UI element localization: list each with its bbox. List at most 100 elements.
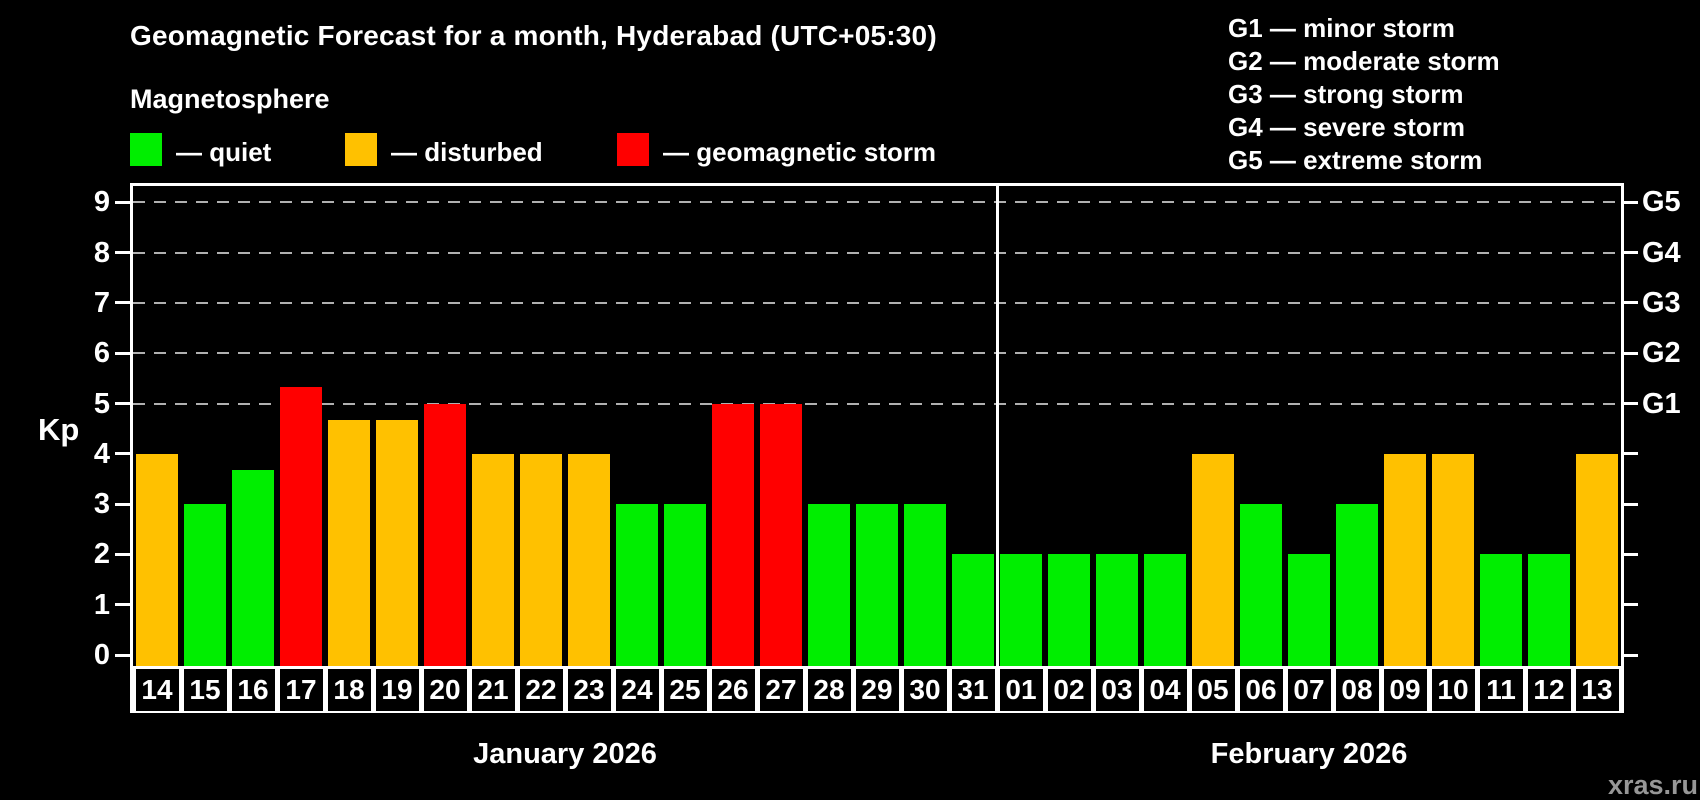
kp-bar-day-19	[376, 420, 418, 666]
day-label-20: 20	[423, 668, 467, 711]
y-tick-label-5: 5	[93, 387, 110, 420]
kp-bar-day-17	[280, 386, 322, 666]
day-label-22: 22	[519, 668, 563, 711]
y-tick-label-0: 0	[93, 639, 110, 671]
day-label-11: 11	[1479, 668, 1523, 711]
left-tick-kp2	[115, 552, 130, 556]
kp-bar-day-22	[520, 453, 562, 666]
y-tick-label-7: 7	[93, 286, 110, 319]
kp-axis-title: Kp	[38, 412, 80, 447]
g-scale-line-g5: G5 — extreme storm	[1228, 145, 1483, 175]
day-label-01: 01	[999, 668, 1043, 711]
kp-bar-day-08	[1336, 504, 1378, 666]
kp-bar-day-31	[952, 554, 994, 666]
day-label-18: 18	[327, 668, 371, 711]
kp-bar-day-03	[1096, 554, 1138, 666]
day-label-21: 21	[471, 668, 515, 711]
plot-area	[130, 183, 1624, 666]
kp-bar-day-10	[1432, 453, 1474, 666]
day-label-12: 12	[1527, 668, 1571, 711]
right-tick-kp1	[1624, 603, 1638, 607]
g-tick-label-g4: G4	[1642, 236, 1681, 269]
kp-bar-day-29	[856, 504, 898, 666]
day-label-16: 16	[231, 668, 275, 711]
day-label-04: 04	[1143, 668, 1187, 711]
left-tick-kp4	[115, 452, 130, 456]
legend-swatch-storm	[617, 133, 649, 166]
day-label-17: 17	[279, 668, 323, 711]
g-scale-line-g2: G2 — moderate storm	[1228, 46, 1500, 76]
g-tick-label-g3: G3	[1642, 286, 1681, 319]
gridline-kp9	[133, 201, 1621, 204]
kp-bar-day-27	[760, 403, 802, 666]
kp-bar-day-18	[328, 420, 370, 666]
day-label-07: 07	[1287, 668, 1331, 711]
page-title: Geomagnetic Forecast for a month, Hydera…	[130, 20, 937, 51]
day-label-10: 10	[1431, 668, 1475, 711]
day-label-06: 06	[1239, 668, 1283, 711]
day-label-14: 14	[135, 668, 179, 711]
day-label-26: 26	[711, 668, 755, 711]
day-label-09: 09	[1383, 668, 1427, 711]
kp-bar-day-02	[1048, 554, 1090, 666]
day-label-15: 15	[183, 668, 227, 711]
left-tick-kp6	[115, 351, 130, 355]
legend-label-storm: — geomagnetic storm	[663, 137, 937, 167]
left-tick-kp3	[115, 502, 130, 506]
kp-bar-day-15	[184, 504, 226, 666]
right-tick-kp4	[1624, 452, 1638, 456]
g-scale-line-g1: G1 — minor storm	[1228, 13, 1455, 43]
right-tick-kp0	[1624, 653, 1638, 657]
month-divider	[996, 186, 999, 666]
kp-bar-day-26	[712, 403, 754, 666]
watermark: xras.ru	[1607, 770, 1698, 800]
kp-bar-day-11	[1480, 554, 1522, 666]
day-label-29: 29	[855, 668, 899, 711]
right-tick-kp9	[1624, 200, 1638, 204]
left-tick-kp9	[115, 200, 130, 204]
g-tick-label-g5: G5	[1642, 186, 1681, 219]
month-label-january: January 2026	[473, 738, 657, 770]
y-tick-label-4: 4	[93, 437, 110, 470]
g-scale-line-g3: G3 — strong storm	[1228, 79, 1464, 109]
left-tick-kp1	[115, 603, 130, 607]
day-label-13: 13	[1575, 668, 1619, 711]
left-tick-kp8	[115, 251, 130, 255]
right-tick-kp5	[1624, 402, 1638, 405]
month-label-february: February 2026	[1210, 738, 1408, 770]
gridline-kp6	[133, 352, 1621, 355]
day-label-27: 27	[759, 668, 803, 711]
kp-bar-day-06	[1240, 504, 1282, 666]
legend-label-disturbed: — disturbed	[391, 137, 543, 167]
kp-bar-day-07	[1288, 554, 1330, 666]
subtitle: Magnetosphere	[130, 84, 330, 114]
kp-bar-day-20	[424, 403, 466, 666]
kp-bar-day-16	[232, 470, 274, 666]
kp-bar-day-04	[1144, 554, 1186, 666]
kp-bar-day-01	[1000, 554, 1042, 666]
kp-bar-day-09	[1384, 453, 1426, 666]
y-tick-label-9: 9	[93, 186, 110, 219]
day-label-24: 24	[615, 668, 659, 711]
left-tick-kp5	[115, 402, 130, 405]
left-tick-kp7	[115, 301, 130, 305]
kp-bar-day-28	[808, 504, 850, 666]
day-label-25: 25	[663, 668, 707, 711]
kp-bar-day-05	[1192, 453, 1234, 666]
kp-bar-day-30	[904, 504, 946, 666]
kp-bar-day-24	[616, 504, 658, 666]
right-tick-kp2	[1624, 552, 1638, 556]
y-tick-label-8: 8	[93, 236, 110, 269]
day-label-05: 05	[1191, 668, 1235, 711]
day-label-23: 23	[567, 668, 611, 711]
day-label-19: 19	[375, 668, 419, 711]
day-label-31: 31	[951, 668, 995, 711]
y-tick-label-3: 3	[93, 488, 110, 521]
legend-label-quiet: — quiet	[176, 137, 272, 167]
g-scale-legend: G1 — minor storm G2 — moderate storm G3 …	[1228, 12, 1500, 177]
right-tick-kp8	[1624, 251, 1638, 255]
right-tick-kp6	[1624, 351, 1638, 355]
y-tick-label-6: 6	[93, 337, 110, 370]
day-label-28: 28	[807, 668, 851, 711]
